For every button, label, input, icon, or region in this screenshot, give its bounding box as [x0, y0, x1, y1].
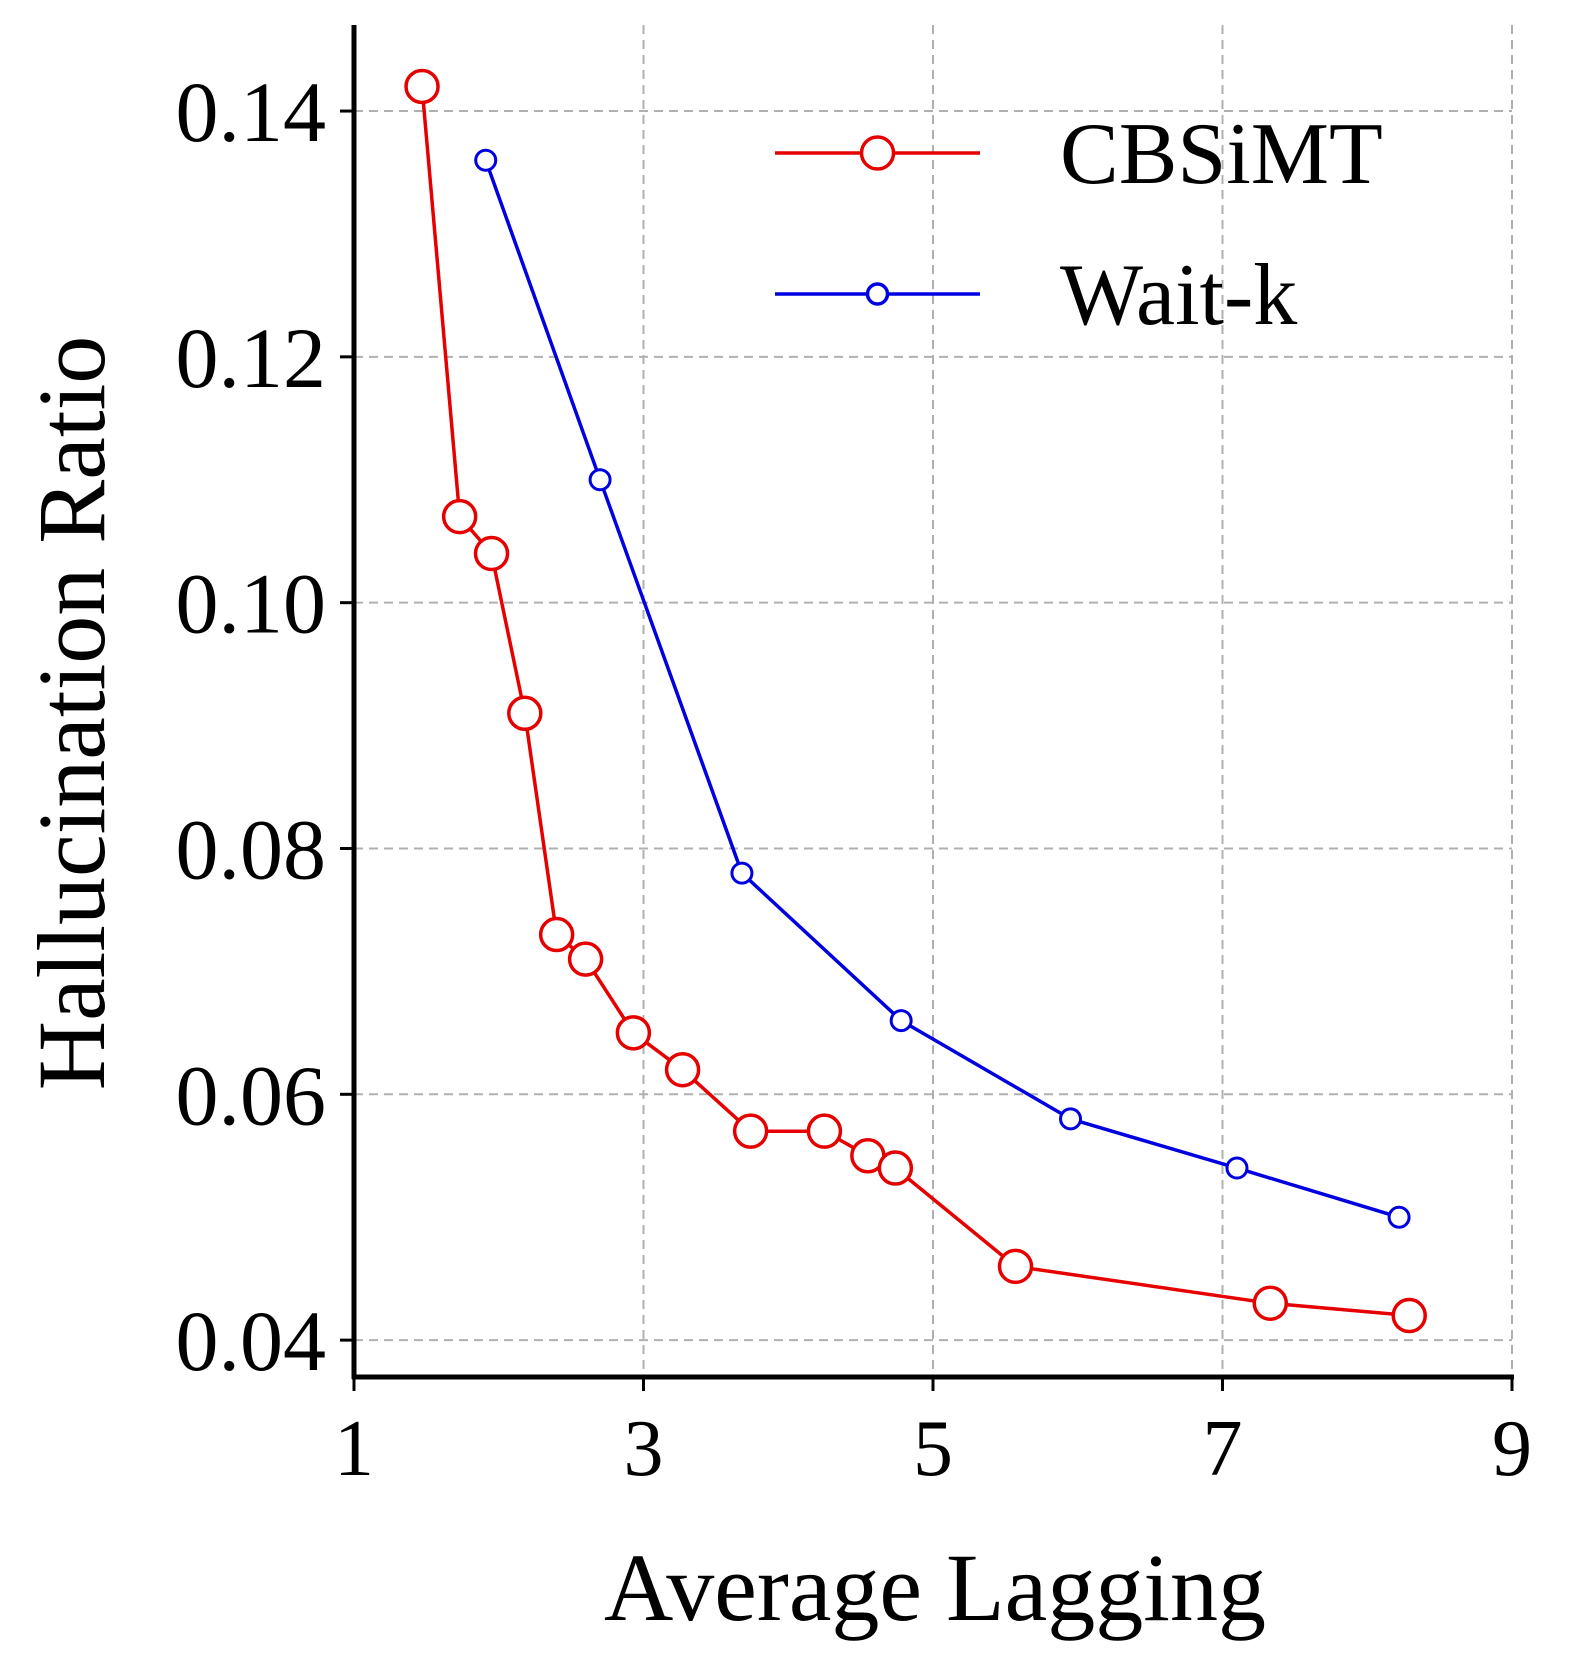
data-point-wait-k-1 — [588, 468, 612, 492]
data-point-cbsimt-0 — [404, 68, 440, 105]
data-point-cbsimt-7 — [664, 1051, 701, 1088]
data-point-cbsimt-6 — [615, 1015, 652, 1051]
data-point-cbsimt-13 — [1252, 1285, 1289, 1322]
grid — [353, 25, 1513, 1377]
y-tick-label-0.08: 0.08 — [176, 801, 327, 897]
legend-marker-cbsimt — [859, 135, 896, 171]
data-point-wait-k-0 — [474, 148, 498, 172]
y-tick-label-0.06: 0.06 — [176, 1047, 327, 1143]
data-point-wait-k-6 — [1387, 1205, 1411, 1229]
y-tick-label-0.10: 0.10 — [176, 556, 327, 652]
y-axis-title: Hallucination Ratio — [18, 336, 125, 1091]
data-point-cbsimt-5 — [567, 941, 604, 977]
x-tick-label-9: 9 — [1492, 1405, 1532, 1493]
data-point-cbsimt-9 — [806, 1113, 843, 1149]
y-tick-label-0.12: 0.12 — [176, 310, 327, 406]
data-point-cbsimt-14 — [1391, 1297, 1427, 1334]
legend-label-cbsimt: CBSiMT — [1060, 106, 1383, 203]
data-point-wait-k-5 — [1225, 1156, 1249, 1180]
data-point-cbsimt-3 — [507, 695, 543, 732]
data-point-cbsimt-12 — [997, 1248, 1034, 1285]
series — [404, 68, 1427, 1334]
legend: CBSiMT Wait-k — [775, 106, 1383, 344]
legend-marker-wait-k — [865, 282, 890, 306]
data-point-cbsimt-8 — [732, 1113, 769, 1149]
x-tick-label-7: 7 — [1203, 1405, 1243, 1493]
y-tick-label-0.04: 0.04 — [176, 1293, 327, 1389]
x-tick-label-1: 1 — [334, 1405, 374, 1493]
x-tick-label-5: 5 — [913, 1405, 953, 1493]
data-point-wait-k-4 — [1059, 1107, 1083, 1131]
data-point-cbsimt-4 — [538, 916, 575, 953]
data-point-cbsimt-2 — [473, 535, 510, 572]
data-point-cbsimt-11 — [877, 1150, 914, 1186]
data-point-wait-k-3 — [889, 1009, 913, 1033]
data-point-wait-k-2 — [730, 861, 754, 885]
legend-label-wait-k: Wait-k — [1060, 247, 1297, 344]
x-axis-title: Average Lagging — [604, 1534, 1266, 1641]
y-tick-label-0.14: 0.14 — [176, 64, 327, 160]
x-tick-label-3: 3 — [624, 1405, 664, 1493]
ticks: 1 3 5 7 9 0.04 0.06 0.08 0.10 0.12 0.14 — [176, 64, 1533, 1493]
data-point-cbsimt-1 — [441, 498, 478, 535]
